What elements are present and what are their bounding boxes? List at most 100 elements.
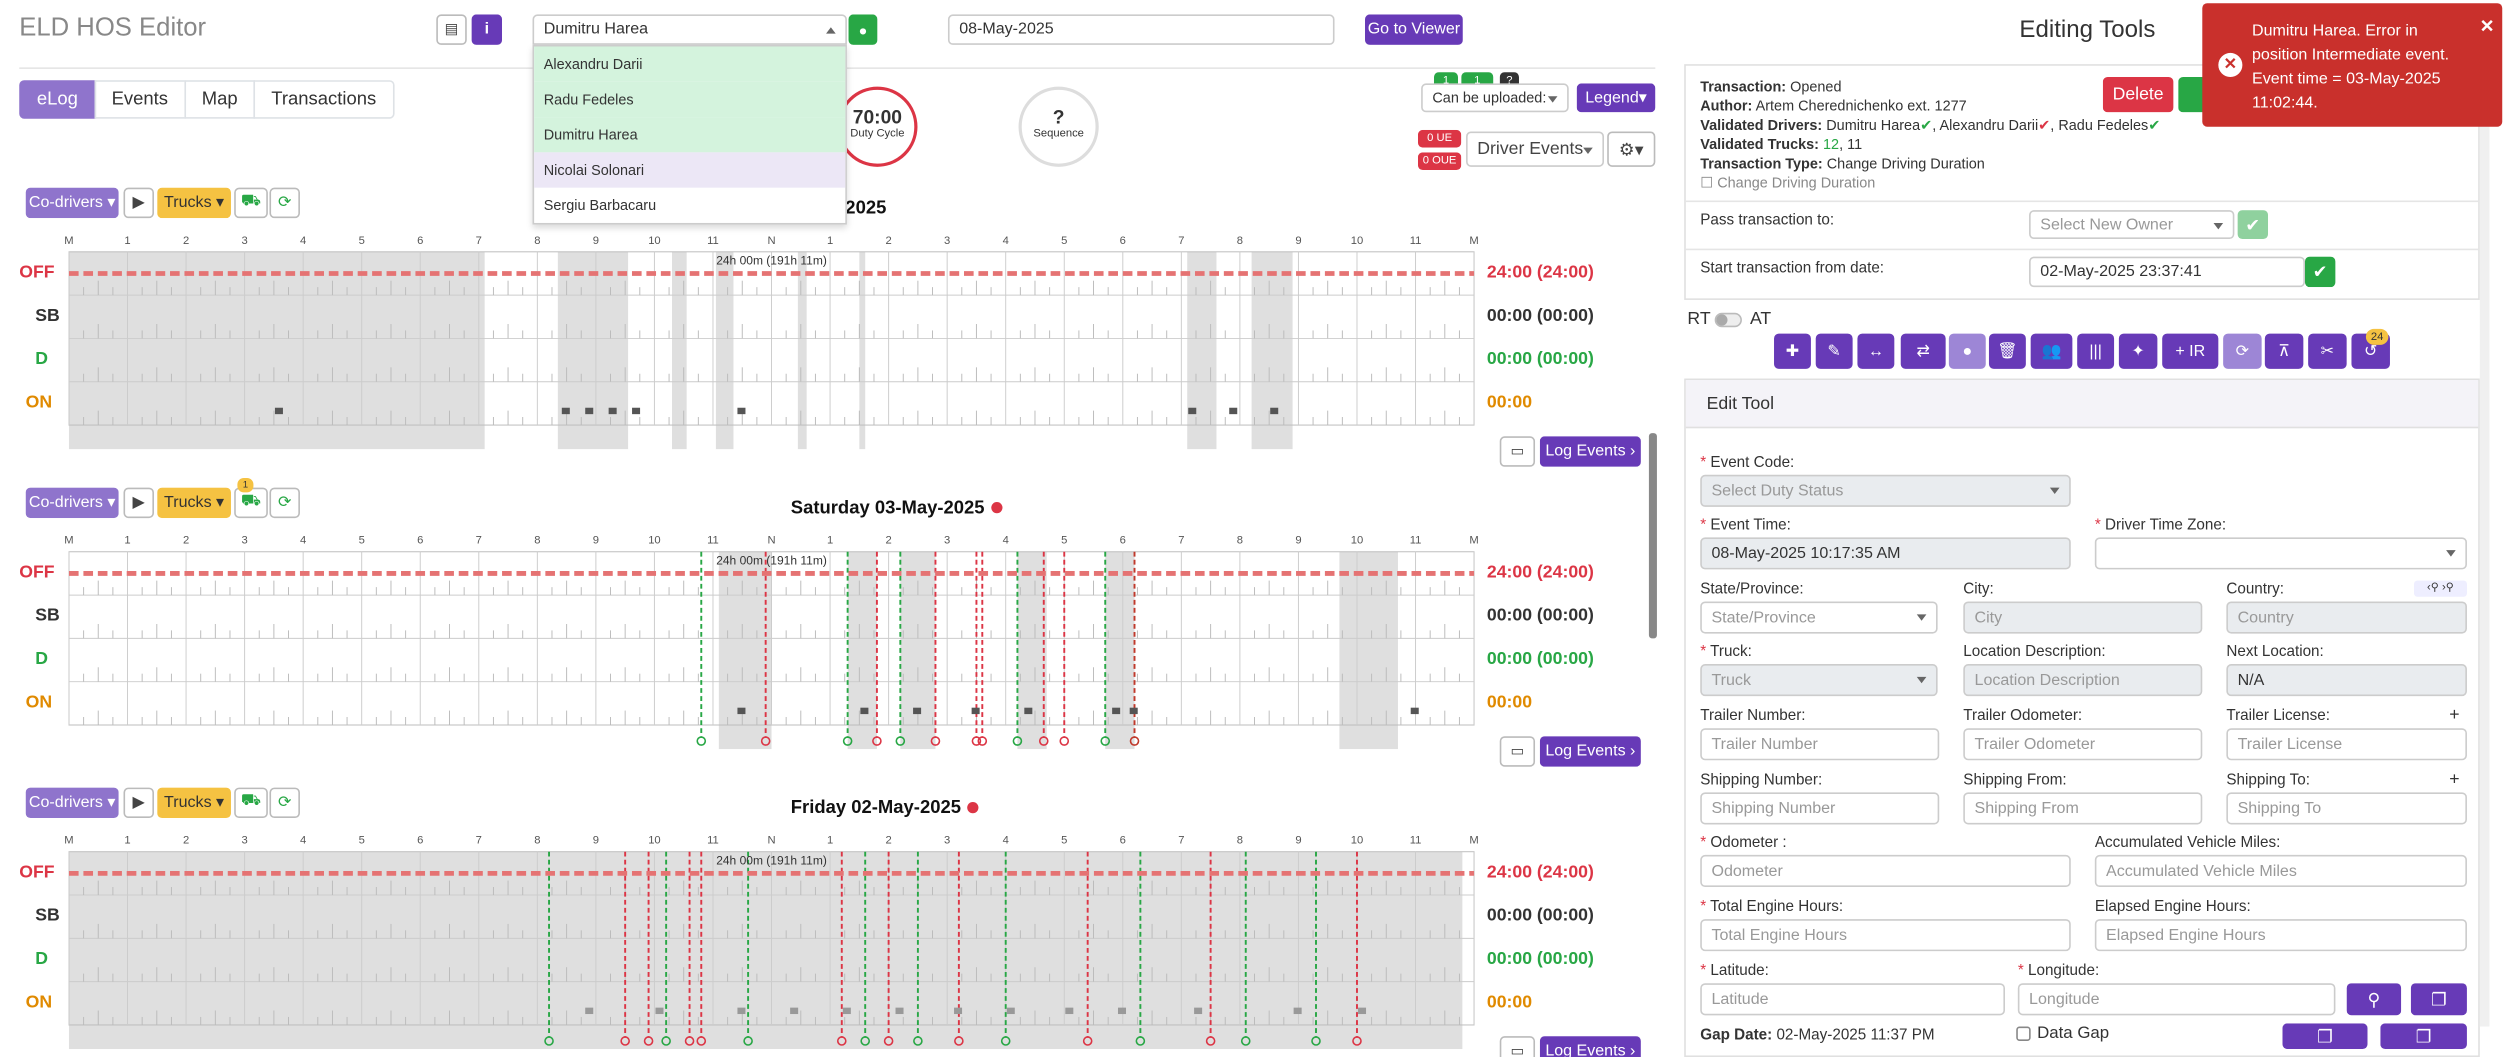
group-button[interactable]: 👥 — [2030, 333, 2073, 369]
magic-button[interactable]: ✦ — [2118, 333, 2158, 369]
location-toggle[interactable]: ‹⚲ ›⚲ — [2414, 580, 2467, 597]
odometer-input[interactable]: Odometer — [1700, 854, 2071, 888]
camera-icon[interactable] — [1129, 707, 1138, 715]
camera-icon[interactable] — [655, 1007, 664, 1015]
camera-icon[interactable] — [1117, 1007, 1127, 1015]
settings-button[interactable]: ⚙▾ — [1607, 131, 1656, 167]
camera-icon[interactable] — [1006, 1007, 1015, 1015]
scrollbar-thumb[interactable] — [1648, 433, 1657, 639]
event-pin-icon[interactable] — [930, 736, 941, 746]
event-pin-icon[interactable] — [895, 736, 906, 746]
shift-event-button[interactable]: ↔ — [1857, 333, 1895, 369]
paste-event-button[interactable]: ❐ — [2380, 1023, 2467, 1050]
copy-event-button[interactable]: ❐ — [2282, 1023, 2368, 1050]
tab-map[interactable]: Map — [184, 80, 256, 119]
longitude-input[interactable]: Longitude — [2017, 983, 2336, 1016]
driver-option[interactable]: Dumitru Harea — [534, 117, 846, 153]
toast-close-icon[interactable]: ✕ — [2479, 17, 2495, 37]
event-pin-icon[interactable] — [1135, 1036, 1146, 1046]
driver-option[interactable]: Nicolai Solonari — [534, 152, 846, 188]
refresh-trucks-button[interactable]: ⟳ — [269, 487, 300, 519]
camera-icon[interactable] — [737, 707, 746, 715]
new-owner-select[interactable]: Select New Owner — [2029, 210, 2235, 239]
event-pin-icon[interactable] — [954, 1036, 964, 1046]
upload-select[interactable]: Can be uploaded: — [1421, 83, 1569, 113]
event-time-input[interactable]: 08-May-2025 10:17:35 AM — [1700, 537, 2071, 570]
trailer-license-input[interactable]: Trailer License — [2226, 728, 2467, 761]
country-input[interactable]: Country — [2226, 601, 2467, 634]
event-pin-icon[interactable] — [1100, 736, 1111, 746]
driver-select[interactable]: Dumitru Harea — [532, 14, 847, 45]
document-button[interactable]: ▤ — [436, 14, 467, 45]
trucks-button[interactable]: Trucks ▾ — [157, 487, 231, 519]
duty-grid[interactable]: M 1 2 3 4 5 6 7 8 9 10 11 N 1 2 3 4 5 6 7 8 9 10 11 M 24h 00m (19… — [0, 520, 1492, 777]
camera-icon[interactable] — [860, 707, 869, 715]
event-pin-icon[interactable] — [860, 1036, 871, 1046]
camera-icon[interactable] — [1358, 1007, 1367, 1015]
event-pin-icon[interactable] — [842, 736, 853, 746]
camera-icon[interactable] — [954, 1007, 963, 1015]
driver-option[interactable]: Alexandru Darii — [534, 46, 846, 82]
log-events-button[interactable]: Log Events › — [1539, 736, 1641, 767]
next-location-input[interactable]: N/A — [2226, 664, 2467, 697]
cut-button[interactable]: ✂ — [2308, 333, 2347, 369]
latitude-input[interactable]: Latitude — [1700, 983, 2005, 1016]
trucks-button[interactable]: Trucks ▾ — [157, 787, 231, 819]
event-pin-icon[interactable] — [1311, 1036, 1321, 1046]
event-pin-icon[interactable] — [760, 736, 771, 746]
event-pin-icon[interactable] — [971, 736, 982, 746]
camera-icon[interactable] — [895, 1007, 904, 1015]
refresh-trucks-button[interactable]: ⟳ — [269, 187, 300, 219]
trucks-button[interactable]: Trucks ▾ — [157, 187, 231, 219]
delete-event-button[interactable]: 🗑 — [1988, 333, 2026, 369]
timezone-select[interactable] — [2094, 537, 2467, 570]
event-pin-icon[interactable] — [544, 1036, 554, 1046]
camera-icon[interactable] — [1410, 707, 1419, 715]
add-truck-button[interactable]: ⛟ — [234, 187, 268, 219]
add-truck-button[interactable]: ⛟ — [234, 487, 268, 519]
go-to-viewer-button[interactable]: Go to Viewer — [1365, 14, 1463, 45]
tab-transactions[interactable]: Transactions — [253, 80, 394, 119]
tab-elog[interactable]: eLog — [19, 80, 96, 119]
pick-location-button[interactable]: ⚲ — [2346, 983, 2402, 1016]
co-drivers-button[interactable]: Co-drivers ▾ — [25, 487, 119, 519]
comment-button[interactable]: ▭ — [1499, 736, 1536, 767]
event-pin-icon[interactable] — [661, 1036, 671, 1046]
trailer-number-input[interactable]: Trailer Number — [1700, 728, 1940, 761]
info-button[interactable]: i — [471, 14, 503, 45]
duty-grid[interactable]: M 1 2 3 4 5 6 7 8 9 10 11 N 1 2 3 4 5 6 7 8 9 10 11 M 24h 00m (19… — [0, 220, 1492, 477]
event-pin-icon[interactable] — [1000, 1036, 1011, 1046]
duty-grid[interactable]: M 1 2 3 4 5 6 7 8 9 10 11 N 1 2 3 4 5 6 7 8 9 10 11 M 24h 00m (19… — [0, 820, 1492, 1057]
rt-at-toggle[interactable] — [1714, 312, 1742, 328]
camera-icon[interactable] — [1188, 407, 1197, 415]
camera-icon[interactable] — [790, 1007, 799, 1015]
driver-option[interactable]: Radu Fedeles — [534, 81, 846, 118]
event-pin-icon[interactable] — [913, 1036, 923, 1046]
event-pin-icon[interactable] — [872, 736, 882, 746]
camera-icon[interactable] — [1270, 407, 1279, 415]
date-input[interactable]: 08-May-2025 — [947, 14, 1335, 45]
event-pin-icon[interactable] — [696, 1036, 707, 1046]
camera-icon[interactable] — [1229, 407, 1238, 415]
align-top-button[interactable]: ⊼ — [2264, 333, 2304, 369]
refresh-trucks-button[interactable]: ⟳ — [269, 787, 300, 819]
comment-button[interactable]: ▭ — [1499, 1036, 1536, 1057]
elapsed-engine-hours-input[interactable]: Elapsed Engine Hours — [2094, 919, 2467, 952]
truck-view-button[interactable]: ▶ — [123, 187, 154, 219]
add-event-button[interactable]: ✚ — [1774, 333, 1811, 369]
co-drivers-button[interactable]: Co-drivers ▾ — [25, 187, 119, 219]
camera-icon[interactable] — [971, 707, 980, 715]
event-pin-icon[interactable] — [836, 1036, 847, 1046]
event-pin-icon[interactable] — [696, 736, 707, 746]
event-pin-icon[interactable] — [684, 1036, 695, 1046]
comment-button[interactable]: ▭ — [1499, 436, 1536, 467]
camera-icon[interactable] — [913, 707, 922, 715]
event-code-select[interactable]: Select Duty Status — [1700, 474, 2071, 507]
data-gap-checkbox[interactable] — [2016, 1026, 2031, 1041]
delete-button[interactable]: Delete — [2102, 76, 2174, 113]
legend-button[interactable]: Legend ▾ — [1576, 83, 1656, 113]
event-pin-icon[interactable] — [620, 1036, 630, 1046]
trailer-odometer-input[interactable]: Trailer Odometer — [1963, 728, 2203, 761]
truck-view-button[interactable]: ▶ — [123, 487, 154, 519]
truck-select[interactable]: Truck — [1700, 664, 1938, 697]
